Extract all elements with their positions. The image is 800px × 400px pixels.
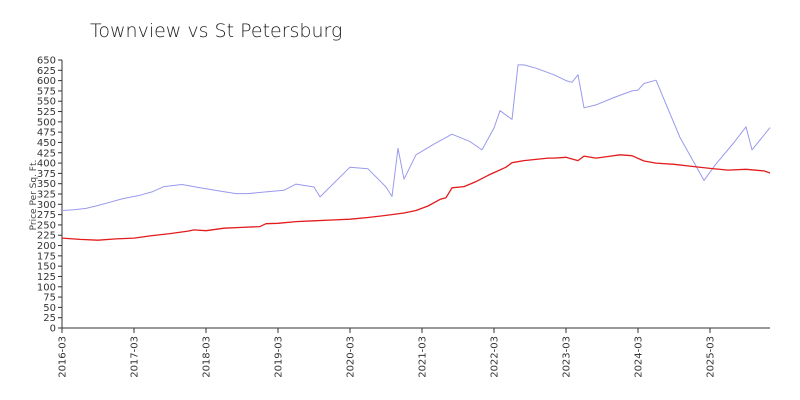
y-tick-label: 125 — [37, 272, 56, 283]
x-tick-label: 2020-03 — [346, 336, 357, 378]
chart-title: Townview vs St Petersburg — [90, 20, 342, 42]
y-tick-label: 0 — [50, 324, 56, 335]
y-tick-label: 300 — [37, 200, 56, 211]
series-line-2 — [61, 154, 771, 241]
y-tick-label: 500 — [37, 117, 56, 128]
x-tick-label: 2018-03 — [202, 336, 213, 378]
y-tick-label: 100 — [37, 282, 56, 293]
series-line-1 — [61, 64, 771, 211]
y-tick-label: 625 — [37, 66, 56, 77]
y-tick-label: 575 — [37, 86, 56, 97]
y-tick-label: 350 — [37, 179, 56, 190]
x-tick-label: 2023-03 — [562, 336, 573, 378]
y-tick-label: 600 — [37, 76, 56, 87]
x-tick-label: 2024-03 — [634, 336, 645, 378]
y-axis-label: Price Per Sq. Ft. — [29, 160, 39, 231]
y-tick-label: 25 — [43, 313, 56, 324]
y-tick-label: 250 — [37, 220, 56, 231]
y-tick-label: 450 — [37, 138, 56, 149]
y-tick-label: 550 — [37, 97, 56, 108]
x-tick-label: 2019-03 — [274, 336, 285, 378]
series-layer — [61, 64, 771, 241]
y-tick-label: 475 — [37, 128, 56, 139]
y-tick-label: 400 — [37, 159, 56, 170]
y-tick-label: 375 — [37, 169, 56, 180]
x-tick-label: 2022-03 — [490, 336, 501, 378]
y-tick-label: 200 — [37, 241, 56, 252]
x-tick-label: 2025-03 — [706, 336, 717, 378]
x-tick-label: 2021-03 — [418, 336, 429, 378]
y-tick-label: 325 — [37, 190, 56, 201]
y-tick-label: 75 — [43, 293, 56, 304]
y-tick-label: 175 — [37, 251, 56, 262]
y-tick-label: 525 — [37, 107, 56, 118]
x-tick-label: 2016-03 — [58, 336, 69, 378]
y-tick-label: 650 — [37, 56, 56, 67]
y-tick-label: 425 — [37, 148, 56, 159]
y-tick-label: 225 — [37, 231, 56, 242]
axes: 0255075100125150175200225250275300325350… — [37, 56, 770, 378]
y-tick-label: 50 — [43, 303, 56, 314]
y-tick-label: 275 — [37, 210, 56, 221]
x-tick-label: 2017-03 — [130, 336, 141, 378]
y-tick-label: 150 — [37, 262, 56, 273]
